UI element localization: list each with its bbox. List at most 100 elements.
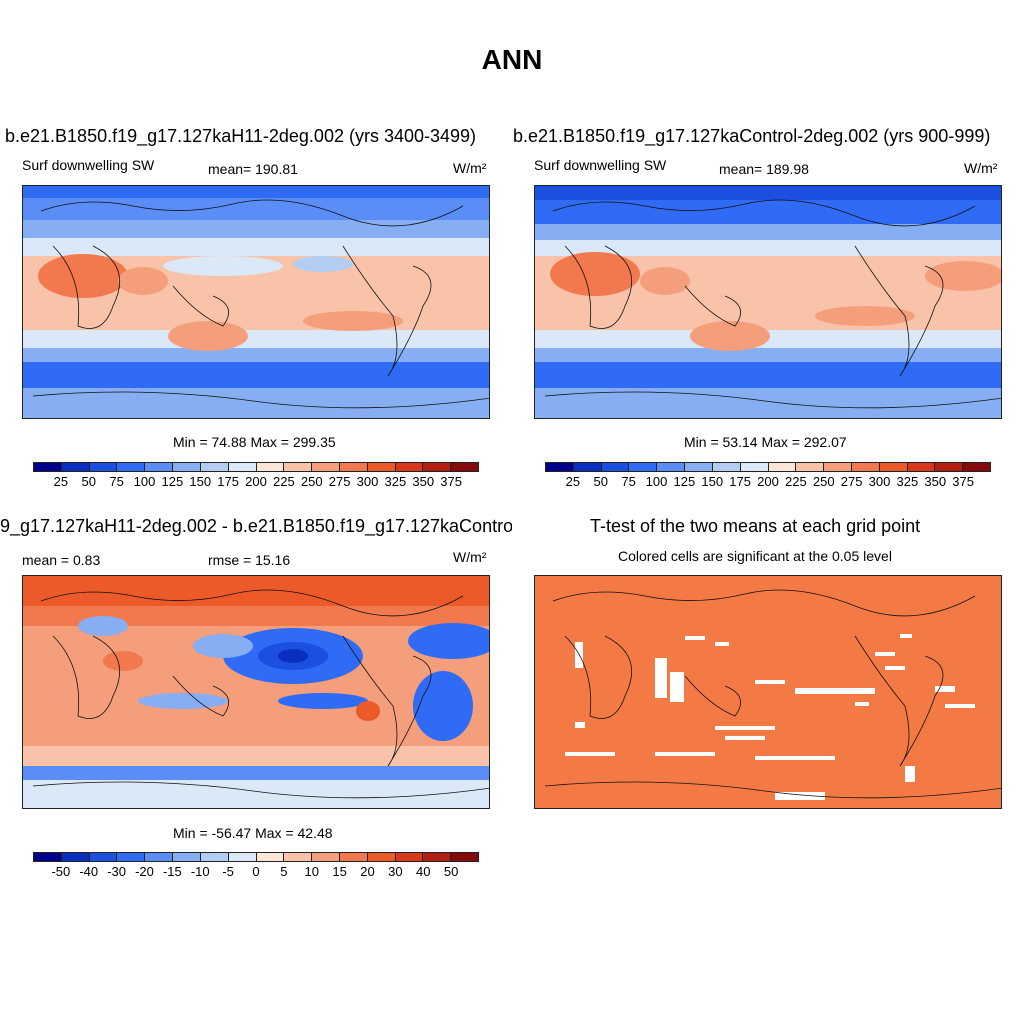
- panel2-colorbar-swatch: [768, 463, 797, 471]
- panel3-colorbar-swatch: [89, 853, 118, 861]
- panel3-colorbar-swatch: [423, 853, 452, 861]
- panel1-colorbar-tick-label: 275: [328, 474, 351, 489]
- panel3-colorbar-swatch: [451, 853, 478, 861]
- panel1-colorbar-tick-label: 250: [300, 474, 323, 489]
- panel1-colorbar-tick-label: 175: [217, 474, 239, 489]
- panel2-colorbar-swatch: [879, 463, 908, 471]
- panel3-colorbar-swatch: [284, 853, 313, 861]
- panel3-title: 9_g17.127kaH11-2deg.002 - b.e21.B1850.f1…: [0, 516, 512, 536]
- panel1-colorbar-tick-label: 325: [384, 474, 407, 489]
- panel1-colorbar-swatch: [423, 463, 452, 471]
- panel2-colorbar-swatch: [907, 463, 936, 471]
- panel1-colorbar: [33, 462, 479, 472]
- panel1-colorbar-swatch: [145, 463, 174, 471]
- panel2-colorbar-swatch: [657, 463, 686, 471]
- figure-title: ANN: [481, 44, 543, 75]
- panel3-mean-label: mean = 0.83: [22, 552, 101, 568]
- panel2-colorbar-tick-label: 25: [565, 474, 581, 489]
- panel2-colorbar: [545, 462, 991, 472]
- panel1-colorbar-swatch: [339, 463, 368, 471]
- panel3-colorbar: [33, 852, 479, 862]
- panel3-colorbar-swatch: [61, 853, 90, 861]
- panel1-map-field: [23, 186, 489, 418]
- panel2-colorbar-tick-label: 250: [812, 474, 835, 489]
- panel1-colorbar-swatch: [284, 463, 313, 471]
- panel2-colorbar-tick-label: 325: [896, 474, 919, 489]
- panel2-colorbar-tick-label: 50: [593, 474, 608, 489]
- panel4-title: T-test of the two means at each grid poi…: [590, 516, 921, 536]
- panel2-colorbar-tick-label: 225: [785, 474, 807, 489]
- panel3-map: [22, 575, 490, 809]
- panel1-colorbar-swatch: [173, 463, 201, 471]
- panel2-title: b.e21.B1850.f19_g17.127kaControl-2deg.00…: [513, 126, 991, 146]
- panel1-colorbar-tick-label: 25: [53, 474, 69, 489]
- panel3-colorbar-swatch: [312, 853, 340, 861]
- panel1-colorbar-swatch: [395, 463, 424, 471]
- panel3-colorbar-tick-label: -20: [135, 864, 154, 879]
- panel1-colorbar-tick-label: 125: [161, 474, 184, 489]
- panel1-colorbar-swatch: [89, 463, 118, 471]
- panel3-colorbar-swatch: [395, 853, 424, 861]
- panel1-title: b.e21.B1850.f19_g17.127kaH11-2deg.002 (y…: [5, 126, 477, 146]
- panel1-colorbar-swatch: [34, 463, 62, 471]
- panel2-colorbar-tick-label: 200: [757, 474, 779, 489]
- panel3-colorbar-tick-label: 5: [280, 864, 288, 879]
- panel2-colorbar-tick-label: 375: [952, 474, 974, 489]
- panel1-colorbar-tick-label: 200: [245, 474, 267, 489]
- panel2-colorbar-swatch: [629, 463, 658, 471]
- panel2-colorbar-tick-label: 100: [645, 474, 668, 489]
- panel2-variable-label: Surf downwelling SW: [534, 157, 667, 173]
- panel2-colorbar-swatch: [824, 463, 852, 471]
- panel3-map-field: [23, 576, 489, 808]
- panel3-colorbar-tick-label: 15: [332, 864, 347, 879]
- panel4-map: [534, 575, 1002, 809]
- panel1-colorbar-tick-label: 375: [440, 474, 462, 489]
- panel2-colorbar-swatch: [963, 463, 990, 471]
- panel1-colorbar-swatch: [312, 463, 340, 471]
- panel2-colorbar-tick-label: 300: [868, 474, 891, 489]
- panel3-minmax: Min = -56.47 Max = 42.48: [173, 825, 333, 841]
- panel2-mean-label: mean= 189.98: [719, 161, 809, 177]
- panel1-colorbar-swatch: [228, 463, 257, 471]
- panel3-colorbar-swatch: [117, 853, 146, 861]
- panel3-colorbar-tick-label: 20: [360, 864, 375, 879]
- panel1-colorbar-tick-label: 350: [412, 474, 435, 489]
- panel2-units-label: W/m²: [964, 160, 998, 176]
- panel2-colorbar-tick-label: 350: [924, 474, 947, 489]
- panel4-subtitle: Colored cells are significant at the 0.0…: [618, 548, 892, 564]
- panel2-colorbar-swatch: [935, 463, 964, 471]
- panel3-colorbar-tick-label: 0: [252, 864, 260, 879]
- panel3-colorbar-swatch: [367, 853, 396, 861]
- panel3-colorbar-swatch: [173, 853, 201, 861]
- panel3-colorbar-tick-label: -50: [51, 864, 71, 879]
- panel2-map-field: [535, 186, 1001, 418]
- panel2-colorbar-swatch: [601, 463, 630, 471]
- panel1-minmax: Min = 74.88 Max = 299.35: [173, 434, 336, 450]
- panel3-colorbar-tick-label: -10: [190, 864, 210, 879]
- panel3-colorbar-tick-label: -5: [222, 864, 234, 879]
- panel2-colorbar-swatch: [573, 463, 602, 471]
- panel3-colorbar-swatch: [34, 853, 62, 861]
- panel1-variable-label: Surf downwelling SW: [22, 157, 155, 173]
- panel2-colorbar-tick-label: 175: [729, 474, 751, 489]
- panel3-units-label: W/m²: [453, 549, 487, 565]
- panel1-colorbar-swatch: [61, 463, 90, 471]
- panel1-colorbar-tick-label: 300: [356, 474, 379, 489]
- panel3-colorbar-swatch: [228, 853, 257, 861]
- panel1-colorbar-swatch: [451, 463, 478, 471]
- panel1-colorbar-swatch: [200, 463, 229, 471]
- panel1-colorbar-tick-label: 50: [81, 474, 96, 489]
- panel2-colorbar-tick-label: 125: [673, 474, 696, 489]
- panel2-colorbar-tick-label: 275: [840, 474, 863, 489]
- panel4-map-field: [535, 576, 1001, 808]
- panel1-units-label: W/m²: [453, 160, 487, 176]
- panel2-colorbar-swatch: [796, 463, 825, 471]
- panel1-map: [22, 185, 490, 419]
- panel3-colorbar-tick-label: 10: [304, 864, 319, 879]
- panel3-colorbar-tick-label: -30: [107, 864, 127, 879]
- panel3-colorbar-tick-label: -40: [79, 864, 99, 879]
- panel3-colorbar-tick-label: 30: [388, 864, 403, 879]
- panel2-colorbar-tick-label: 150: [701, 474, 724, 489]
- panel3-colorbar-tick-label: 50: [443, 864, 459, 879]
- panel2-colorbar-tick-label: 75: [621, 474, 636, 489]
